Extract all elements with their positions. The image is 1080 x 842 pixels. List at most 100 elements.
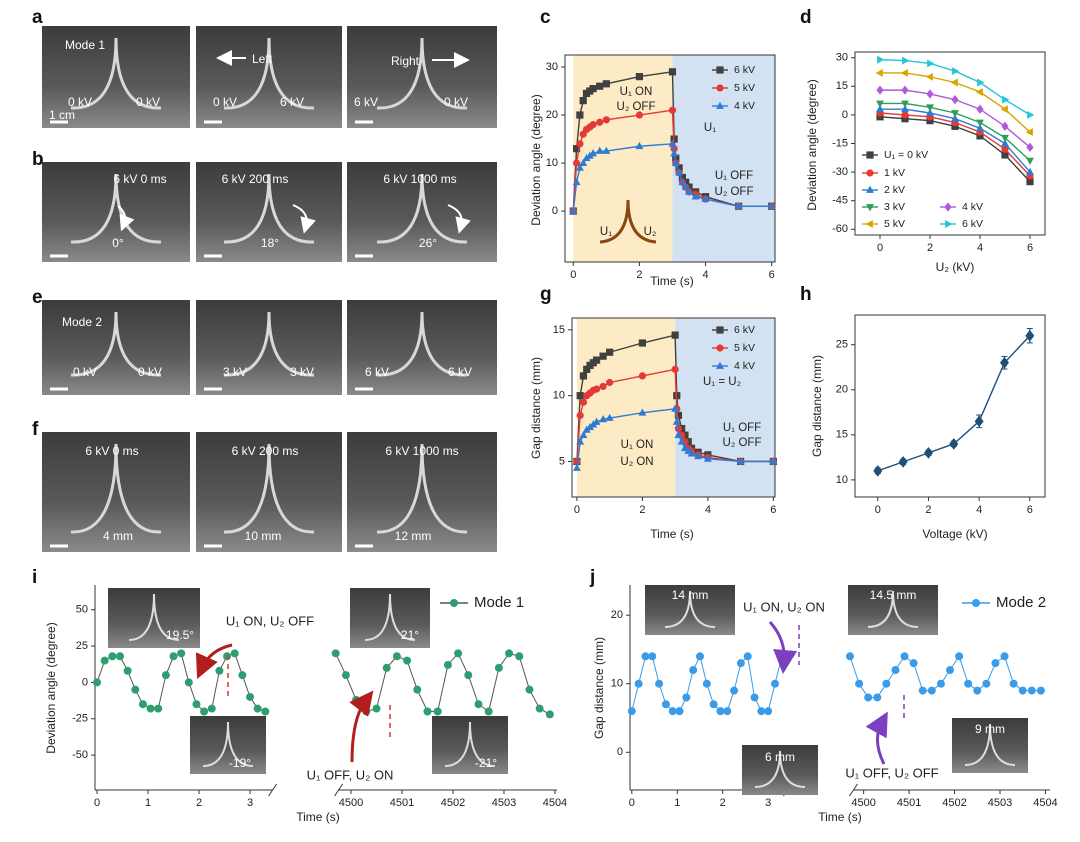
- data-point: [682, 693, 691, 702]
- photo-label: 0 kV: [136, 95, 160, 109]
- y-tick-label: -45: [832, 195, 848, 207]
- chart: 0 1 2 3 4500 4501 4502 4503 4504 0 10 20 j Time (s) Ga…: [589, 567, 1058, 824]
- inset-sample: [664, 590, 716, 628]
- photo-sample: [70, 37, 162, 110]
- data-point: [757, 707, 766, 716]
- x-tick-label: 6: [1027, 242, 1033, 254]
- data-point: [161, 671, 170, 680]
- data-point: [579, 97, 587, 105]
- data-point: [999, 356, 1009, 369]
- data-point: [635, 141, 644, 150]
- legend-marker: [716, 101, 724, 109]
- data-point: [675, 164, 683, 172]
- annotation: U₁ OFF: [723, 422, 761, 434]
- annotation-arrows: [117, 50, 905, 765]
- legend-label: Mode 1: [474, 594, 524, 611]
- data-point: [891, 666, 900, 675]
- data-point: [681, 182, 690, 190]
- legend-marker: [716, 326, 724, 334]
- photo-sample: [376, 311, 468, 377]
- annotation: U₁: [600, 226, 612, 238]
- data-point: [579, 430, 588, 439]
- x-tick-label: 6: [769, 269, 775, 281]
- data-point: [923, 447, 933, 459]
- legend-label: 6 kV: [734, 324, 755, 336]
- data-point: [352, 695, 361, 704]
- data-point: [1036, 686, 1045, 695]
- inset-label: -21°: [475, 756, 497, 770]
- data-point: [1018, 686, 1027, 695]
- data-point: [108, 652, 117, 661]
- data-point: [230, 649, 239, 658]
- data-point: [362, 707, 371, 716]
- data-point: [750, 693, 759, 702]
- data-point: [734, 201, 743, 210]
- data-point: [1026, 178, 1034, 186]
- data-point: [671, 365, 679, 373]
- inset-sample: [964, 723, 1016, 766]
- axis-break: [334, 783, 344, 797]
- data-point: [123, 666, 132, 675]
- chart: 0 2 4 6 0 10 20 30 c Time (s) Deviation angle (deg…: [529, 7, 776, 288]
- y-tick-label: 10: [553, 390, 565, 402]
- y-tick-label: 15: [836, 429, 848, 441]
- photo-label: 6 kV: [280, 95, 304, 109]
- data-point: [846, 652, 854, 661]
- schematic: [599, 199, 657, 244]
- annotation: U₁ ON, U₂ OFF: [226, 613, 314, 628]
- annotation: U₁ OFF, U₂ ON: [307, 767, 394, 782]
- photo-label: 0 kV: [138, 365, 162, 379]
- data-point: [592, 417, 601, 425]
- chart: 0 2 4 6 30 15 0 -15 -30 -45 -60 d U₂ (kV) Deviation a…: [800, 7, 1046, 274]
- panel-letter: f: [32, 419, 39, 440]
- plot-frame: [571, 317, 776, 498]
- photo-label: 6 kV 200 ms: [232, 444, 299, 458]
- data-point: [671, 158, 680, 166]
- x-tick-label: 0: [94, 797, 100, 809]
- arrow: [292, 204, 316, 234]
- y-tick-label: 10: [546, 157, 558, 169]
- panel-letter: g: [540, 284, 552, 305]
- x-tick-label: 2: [720, 797, 726, 809]
- arrow: [447, 204, 471, 234]
- data-point: [677, 437, 686, 445]
- x-tick-label: 0: [629, 797, 635, 809]
- x-tick-label: 0: [570, 269, 576, 281]
- data-point: [579, 158, 588, 166]
- photo-label: 1 cm: [49, 108, 75, 122]
- photo-sample: [376, 173, 468, 244]
- data-point: [572, 177, 581, 186]
- inset-sample: [754, 750, 806, 788]
- data-point: [951, 122, 959, 130]
- data-point: [951, 94, 959, 105]
- data-point: [991, 659, 1000, 668]
- arrow: [865, 711, 888, 765]
- data-point: [973, 686, 982, 695]
- x-tick-label: 4501: [897, 797, 921, 809]
- data-point: [685, 187, 693, 195]
- data-point: [331, 649, 340, 658]
- y-tick-label: -60: [832, 223, 848, 235]
- photo-label: 10 mm: [245, 529, 282, 543]
- data-point: [877, 55, 885, 64]
- data-point: [982, 679, 991, 688]
- annotation: U₁ OFF, U₂ OFF: [845, 765, 938, 780]
- data-point: [1000, 652, 1009, 661]
- x-axis-label: Time (s): [650, 274, 694, 288]
- inset-label: 21°: [401, 628, 419, 642]
- data-point: [599, 382, 607, 391]
- data-point: [572, 145, 581, 153]
- data-point: [582, 153, 591, 162]
- photo-label: 6 kV 1000 ms: [385, 444, 458, 458]
- legend-marker: [972, 599, 980, 607]
- data-point: [764, 707, 773, 716]
- data-point: [641, 652, 650, 661]
- data-point: [589, 121, 597, 129]
- data-point: [93, 678, 102, 687]
- data-point: [901, 115, 909, 123]
- legend-marker: [716, 344, 724, 352]
- inset-label: 14.5 mm: [870, 588, 917, 602]
- inset-sample: [867, 590, 919, 628]
- data-point: [599, 352, 607, 360]
